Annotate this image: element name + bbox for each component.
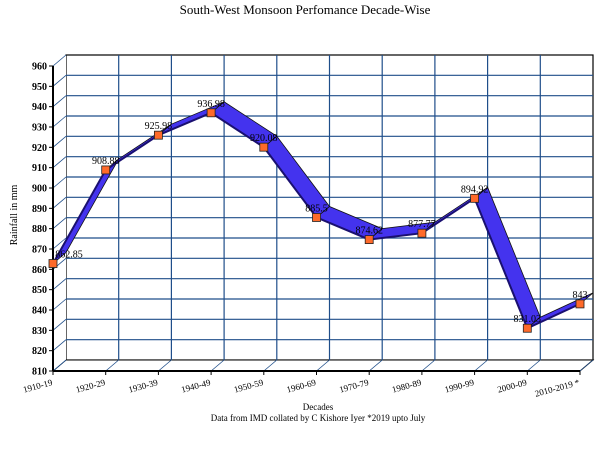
grid bbox=[51, 54, 595, 372]
floor-gridline bbox=[52, 359, 67, 372]
y-axis-label: Rainfall in mm bbox=[9, 185, 20, 246]
x-tick-label: 1980-89 bbox=[391, 377, 423, 395]
floor-gridline bbox=[421, 359, 436, 372]
depth-gridline bbox=[52, 237, 67, 250]
y-tick-label: 930 bbox=[32, 123, 47, 134]
data-label: 925.98 bbox=[145, 121, 173, 132]
data-point bbox=[522, 323, 532, 333]
y-tick-label: 940 bbox=[32, 102, 47, 113]
data-label: 885.5 bbox=[305, 203, 328, 214]
y-tick-label: 840 bbox=[32, 306, 47, 317]
depth-gridline bbox=[52, 156, 67, 168]
y-tick-label: 870 bbox=[32, 245, 47, 256]
x-tick-label: 1990-99 bbox=[444, 377, 476, 395]
floor-gridline bbox=[210, 359, 225, 372]
depth-gridline bbox=[52, 319, 67, 331]
x-tick-label: 1930-39 bbox=[127, 377, 159, 395]
depth-gridline bbox=[52, 217, 67, 229]
x-tick-label: 1960-69 bbox=[285, 377, 317, 395]
y-tick-label: 880 bbox=[32, 224, 47, 235]
y-tick-label: 910 bbox=[32, 163, 47, 174]
data-point bbox=[364, 235, 374, 245]
floor-gridline bbox=[158, 359, 172, 372]
data-point bbox=[101, 165, 111, 175]
data-label: 877.77 bbox=[408, 219, 436, 230]
data-point bbox=[417, 228, 427, 238]
x-tick-label: 1950-59 bbox=[233, 377, 265, 395]
depth-gridline bbox=[52, 75, 67, 87]
floor-gridline bbox=[316, 359, 330, 372]
data-label: 862.85 bbox=[55, 250, 83, 261]
y-tick-label: 860 bbox=[32, 265, 47, 276]
data-label: 936.98 bbox=[197, 99, 225, 110]
floor-gridline bbox=[263, 359, 278, 372]
floor-gridline bbox=[368, 359, 383, 372]
depth-gridline bbox=[52, 54, 67, 67]
x-tick-label: 2010-2019 * bbox=[534, 377, 581, 399]
data-point bbox=[312, 213, 321, 222]
depth-gridline bbox=[52, 339, 67, 351]
x-tick-label: 1940-49 bbox=[180, 377, 212, 395]
data-point bbox=[153, 130, 163, 140]
data-label: 908.88 bbox=[92, 156, 120, 167]
data-label: 894.92 bbox=[461, 184, 489, 195]
depth-gridline bbox=[52, 197, 67, 209]
x-tick-label: 2000-09 bbox=[496, 377, 528, 395]
left-wall bbox=[53, 55, 66, 371]
y-tick-label: 950 bbox=[32, 82, 47, 93]
data-label: 843 bbox=[573, 290, 588, 301]
y-tick-label: 960 bbox=[32, 62, 47, 73]
y-tick-label: 810 bbox=[32, 367, 47, 378]
data-point bbox=[470, 193, 480, 203]
y-tick-label: 820 bbox=[32, 346, 47, 357]
x-axis-label: Decades bbox=[303, 402, 334, 412]
floor-gridline bbox=[474, 359, 488, 372]
depth-gridline bbox=[52, 115, 67, 128]
x-tick-label: 1920-29 bbox=[75, 377, 107, 395]
floor-gridline bbox=[105, 359, 119, 372]
depth-gridline bbox=[52, 278, 67, 290]
footnote: Data from IMD collated by C Kishore Iyer… bbox=[211, 413, 426, 423]
depth-gridline bbox=[52, 136, 67, 148]
data-point bbox=[48, 259, 58, 268]
data-label: 874.62 bbox=[355, 226, 383, 237]
data-label: 831.03 bbox=[514, 314, 542, 325]
x-tick-label: 1970-79 bbox=[338, 377, 370, 395]
chart-title: South-West Monsoon Perfomance Decade-Wis… bbox=[180, 2, 431, 17]
floor-gridline bbox=[579, 359, 594, 372]
y-tick-label: 900 bbox=[32, 184, 47, 195]
data-point bbox=[575, 299, 585, 309]
data-point bbox=[259, 142, 269, 152]
depth-gridline bbox=[52, 95, 67, 107]
y-tick-label: 890 bbox=[32, 204, 47, 215]
data-label: 920.08 bbox=[250, 133, 278, 144]
data-point bbox=[206, 108, 216, 118]
floor-gridline bbox=[527, 359, 541, 372]
y-tick-label: 920 bbox=[32, 143, 47, 154]
depth-gridline bbox=[52, 176, 67, 189]
series: 862.85 908.88 925.98 936.98 920.08 885.5 874.6… bbox=[48, 99, 594, 333]
y-tick-label: 830 bbox=[32, 326, 47, 337]
x-tick-label: 1910-19 bbox=[22, 377, 54, 395]
depth-gridline bbox=[52, 298, 67, 311]
y-tick-label: 850 bbox=[32, 285, 47, 296]
